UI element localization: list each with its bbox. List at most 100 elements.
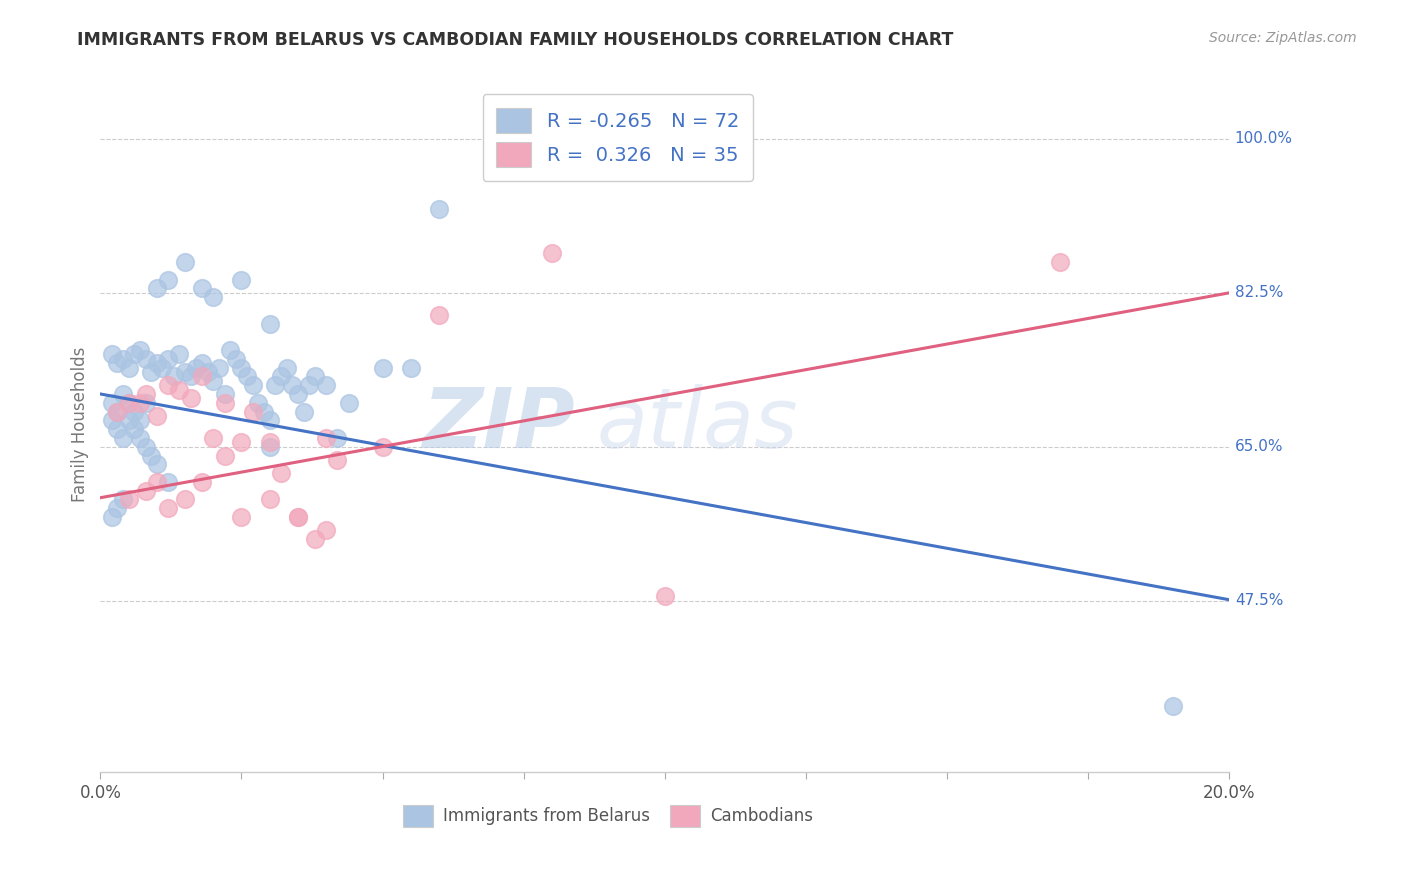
Point [253, 404, 276, 418]
Point [191, 369, 214, 384]
Point [264, 378, 287, 392]
Point [174, 492, 197, 507]
Point [541, 246, 564, 260]
Point [231, 360, 253, 375]
Point [141, 449, 163, 463]
Point [111, 431, 134, 445]
Point [111, 492, 134, 507]
Point [371, 440, 394, 454]
Point [180, 392, 202, 406]
Point [117, 396, 139, 410]
Point [100, 396, 122, 410]
Point [242, 404, 264, 418]
Point [169, 383, 191, 397]
Point [169, 347, 191, 361]
Point [105, 356, 128, 370]
Point [287, 387, 309, 401]
Point [146, 409, 169, 423]
Point [214, 449, 236, 463]
Point [427, 202, 450, 217]
Point [122, 422, 145, 436]
Point [122, 404, 145, 418]
Point [202, 431, 225, 445]
Point [292, 404, 315, 418]
Point [225, 351, 247, 366]
Point [134, 351, 156, 366]
Text: 100.0%: 100.0% [1234, 131, 1292, 146]
Point [231, 510, 253, 524]
Point [276, 360, 298, 375]
Point [281, 378, 304, 392]
Point [197, 365, 219, 379]
Point [202, 374, 225, 388]
Point [231, 273, 253, 287]
Text: 65.0%: 65.0% [1234, 439, 1284, 454]
Point [117, 492, 139, 507]
Point [259, 435, 281, 450]
Point [146, 458, 169, 472]
Point [259, 317, 281, 331]
Point [208, 360, 231, 375]
Point [242, 378, 264, 392]
Point [128, 343, 150, 357]
Point [157, 501, 180, 516]
Point [304, 532, 326, 546]
Point [100, 413, 122, 427]
Point [259, 492, 281, 507]
Point [315, 378, 337, 392]
Point [315, 523, 337, 537]
Point [157, 475, 180, 489]
Point [134, 396, 156, 410]
Point [298, 378, 321, 392]
Point [427, 308, 450, 322]
Point [128, 431, 150, 445]
Point [105, 422, 128, 436]
Point [134, 440, 156, 454]
Text: IMMIGRANTS FROM BELARUS VS CAMBODIAN FAMILY HOUSEHOLDS CORRELATION CHART: IMMIGRANTS FROM BELARUS VS CAMBODIAN FAM… [77, 31, 953, 49]
Point [191, 281, 214, 295]
Point [247, 396, 270, 410]
Point [174, 365, 197, 379]
Text: atlas: atlas [598, 384, 799, 466]
Point [134, 387, 156, 401]
Point [122, 347, 145, 361]
Point [186, 360, 208, 375]
Point [174, 255, 197, 269]
Point [371, 360, 394, 375]
Point [100, 510, 122, 524]
Point [117, 413, 139, 427]
Point [100, 347, 122, 361]
Point [202, 290, 225, 304]
Point [111, 387, 134, 401]
Point [270, 369, 292, 384]
Point [287, 510, 309, 524]
Legend: Immigrants from Belarus, Cambodians: Immigrants from Belarus, Cambodians [396, 798, 820, 833]
Y-axis label: Family Households: Family Households [72, 347, 89, 502]
Point [134, 483, 156, 498]
Point [236, 369, 259, 384]
Point [654, 589, 676, 603]
Point [337, 396, 360, 410]
Text: Source: ZipAtlas.com: Source: ZipAtlas.com [1209, 31, 1357, 45]
Point [157, 351, 180, 366]
Point [191, 475, 214, 489]
Point [270, 466, 292, 480]
Point [146, 475, 169, 489]
Text: ZIP: ZIP [422, 384, 575, 466]
Point [105, 501, 128, 516]
Point [117, 396, 139, 410]
Point [105, 404, 128, 418]
Point [1161, 699, 1184, 714]
Text: 47.5%: 47.5% [1234, 593, 1284, 608]
Point [326, 453, 349, 467]
Text: 82.5%: 82.5% [1234, 285, 1284, 301]
Point [157, 378, 180, 392]
Point [191, 356, 214, 370]
Point [259, 440, 281, 454]
Point [157, 273, 180, 287]
Point [128, 396, 150, 410]
Point [146, 356, 169, 370]
Point [214, 396, 236, 410]
Point [259, 413, 281, 427]
Point [180, 369, 202, 384]
